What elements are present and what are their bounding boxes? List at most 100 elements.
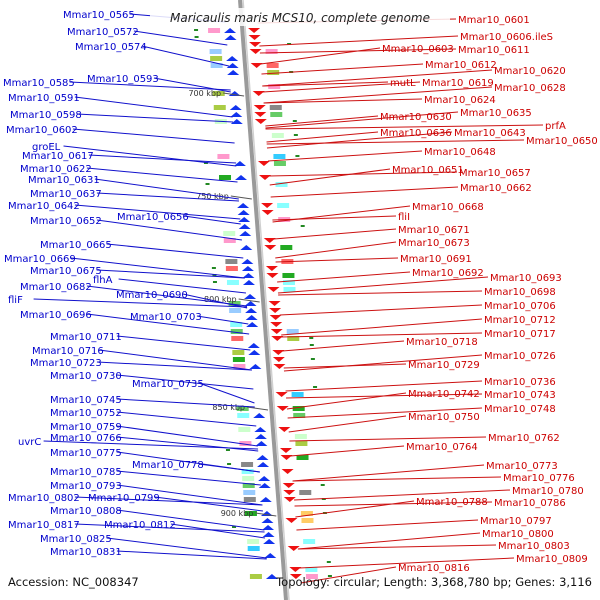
leader-line [277,276,489,294]
gene-label-minus: Mmar10_0691 [400,254,472,265]
gc-marker [211,267,216,269]
ruler-tick-label: 900 kbp [221,509,254,518]
leader-line [182,293,248,309]
minus-strand-feature [276,406,289,411]
leader-line [265,124,544,130]
leader-line [116,436,259,452]
gene-label-minus: prfA [545,121,566,132]
leader-line [116,470,261,486]
gene-label-plus: Mmar10_0622 [20,164,92,175]
cog-block [237,413,250,418]
plus-strand-feature [235,175,248,180]
plus-strand-feature [224,28,237,33]
minus-strand-feature [248,28,261,33]
gene-label-plus: Mmar10_0766 [50,433,122,444]
gc-marker [310,358,315,360]
cog-block [268,84,281,89]
ruler-tick [255,512,277,517]
cog-block [269,105,282,110]
plus-strand-feature [242,273,255,278]
gene-label-plus: Mmar10_0602 [6,125,78,136]
plus-strand-feature [224,35,237,40]
leader-line [74,523,265,533]
gene-label-minus: Mmar10_0773 [486,461,558,472]
gc-marker [194,36,199,38]
cog-block [292,406,305,411]
ruler-tick [230,195,252,200]
gene-label-minus: Mmar10_0671 [398,225,470,236]
plus-strand-feature [261,518,274,523]
leader-line [259,48,457,54]
leader-line [70,257,245,279]
leader-line [116,509,265,531]
gene-label-plus: Mmar10_0669 [4,254,76,265]
leader-line [292,464,485,482]
leader-line [63,145,237,167]
gene-label-plus: Mmar10_0637 [30,189,102,200]
minus-strand-feature [252,91,265,96]
leader-line [86,167,238,183]
leader-line [262,69,493,87]
gene-label-plus: Mmar10_0817 [8,520,80,531]
leader-line [86,313,250,335]
gene-label-minus: Mmar10_0673 [398,238,470,249]
gene-label-minus: Mmar10_0624 [424,95,496,106]
backbone-arc [238,0,288,600]
gene-label-minus: fliI [398,212,410,223]
plus-strand-feature [257,462,270,467]
leader-line [118,278,247,294]
leader-line [170,523,266,539]
ruler-tick-label: 800 kbp [204,295,237,304]
plus-strand-feature [263,539,276,544]
plus-strand-feature [249,364,262,369]
leader-line [88,154,237,164]
minus-strand-feature [264,245,277,250]
minus-strand-feature [271,336,284,341]
plus-strand-feature [244,301,257,306]
leader-line [198,382,255,404]
cog-block [241,469,254,474]
minus-strand-feature [265,266,278,271]
leader-line [295,500,415,518]
gene-label-minus: Mmar10_0743 [484,390,556,401]
cog-block [303,539,316,544]
gene-label-minus: Mmar10_0698 [484,287,556,298]
gene-label-plus: Mmar10_0812 [104,520,176,531]
minus-strand-feature [278,427,291,432]
gene-label-minus: Mmar10_0657 [459,168,531,179]
leader-line [86,285,248,307]
ruler-ticks: 700 kbp 750 kbp 800 kbp 850 kbp 900 kbp [188,89,277,518]
plus-strand-feature [258,476,271,481]
cog-block [249,574,262,579]
plus-strand-feature [230,119,243,124]
gene-label-plus: Mmar10_0591 [8,93,80,104]
plus-strand-feature [230,112,243,117]
cog-block [273,154,286,159]
plus-strand-feature [262,532,275,537]
leader-line [266,131,453,149]
leader-line [116,374,254,390]
gene-label-minus: Mmar10_0816 [398,563,470,574]
leader-line [69,81,231,91]
plus-strand-feature [244,294,257,299]
gene-label-minus: Mmar10_0729 [408,360,480,371]
cog-block [210,63,223,68]
leader-line [277,271,411,283]
leader-line [281,332,483,338]
gene-label-plus: Mmar10_0759 [50,422,122,433]
minus-strand-feature [289,567,302,572]
cog-block [299,490,312,495]
cog-block [301,518,314,523]
gc-marker [300,225,305,227]
minus-strand-feature [267,287,280,292]
gene-label-minus: Mmar10_0712 [484,315,556,326]
gene-label-minus: Mmar10_0603 [382,44,454,55]
gene-label-minus: Mmar10_0630 [380,112,452,123]
gene-label-minus: Mmar10_0611 [458,45,530,56]
cog-block [275,182,288,187]
plus-strand-feature [241,259,254,264]
map-title: Maricaulis maris MCS10, complete genome [170,11,430,25]
gene-label-plus: fliF [8,295,23,306]
leader-line [283,354,483,372]
